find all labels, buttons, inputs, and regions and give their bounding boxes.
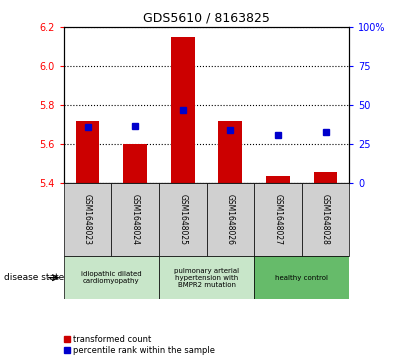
Bar — [218, 121, 242, 183]
Text: GSM1648026: GSM1648026 — [226, 194, 235, 245]
Text: disease state: disease state — [4, 273, 65, 282]
Bar — [266, 176, 290, 183]
Bar — [206, 183, 254, 256]
Bar — [64, 183, 111, 256]
Bar — [159, 256, 254, 299]
Bar — [111, 183, 159, 256]
Bar — [254, 183, 302, 256]
Bar — [254, 256, 349, 299]
Text: healthy control: healthy control — [275, 275, 328, 281]
Bar — [159, 183, 206, 256]
Bar — [64, 256, 159, 299]
Legend: transformed count, percentile rank within the sample: transformed count, percentile rank withi… — [64, 335, 215, 355]
Text: GSM1648024: GSM1648024 — [131, 194, 140, 245]
Bar — [302, 183, 349, 256]
Text: idiopathic dilated
cardiomyopathy: idiopathic dilated cardiomyopathy — [81, 271, 142, 284]
Title: GDS5610 / 8163825: GDS5610 / 8163825 — [143, 12, 270, 25]
Bar — [171, 37, 195, 183]
Text: GSM1648028: GSM1648028 — [321, 194, 330, 245]
Text: GSM1648023: GSM1648023 — [83, 194, 92, 245]
Text: GSM1648025: GSM1648025 — [178, 194, 187, 245]
Bar — [123, 144, 147, 183]
Text: GSM1648027: GSM1648027 — [273, 194, 282, 245]
Bar — [76, 121, 99, 183]
Text: pulmonary arterial
hypertension with
BMPR2 mutation: pulmonary arterial hypertension with BMP… — [174, 268, 239, 288]
Bar — [314, 172, 337, 183]
